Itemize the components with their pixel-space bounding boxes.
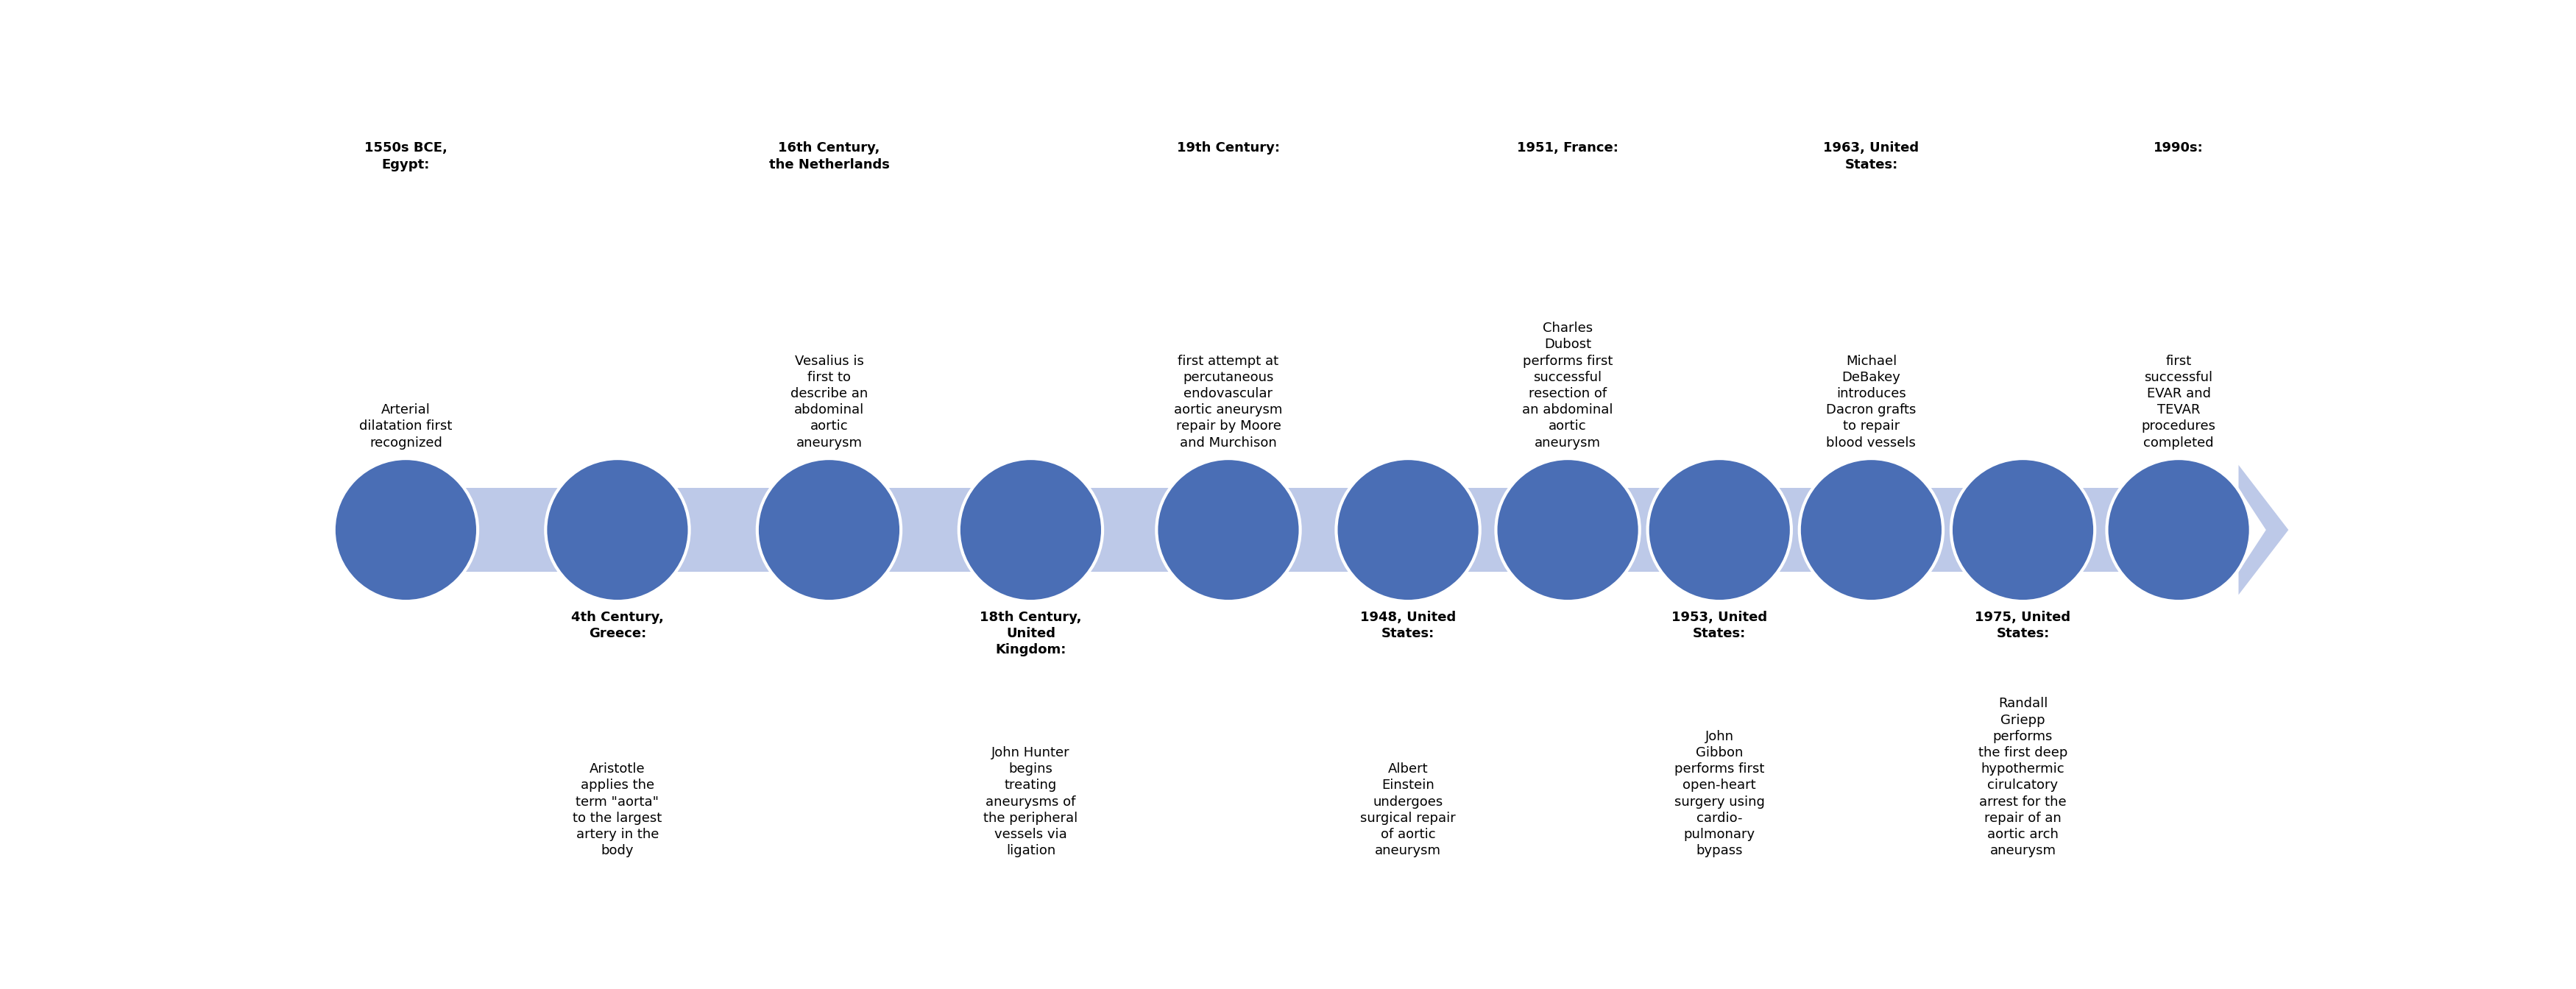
- Text: John
Gibbon
performs first
open-heart
surgery using
cardio-
pulmonary
bypass: John Gibbon performs first open-heart su…: [1674, 730, 1765, 857]
- Ellipse shape: [1337, 459, 1481, 601]
- Text: Charles
Dubost
performs first
successful
resection of
an abdominal
aortic
aneury: Charles Dubost performs first successful…: [1522, 321, 1613, 449]
- Text: 19th Century:: 19th Century:: [1177, 141, 1280, 154]
- Text: 18th Century,
United
Kingdom:: 18th Century, United Kingdom:: [979, 610, 1082, 657]
- Text: Michael
DeBakey
introduces
Dacron grafts
to repair
blood vessels: Michael DeBakey introduces Dacron grafts…: [1826, 354, 1917, 449]
- Text: Vesalius is
first to
describe an
abdominal
aortic
aneurysm: Vesalius is first to describe an abdomin…: [791, 354, 868, 449]
- Ellipse shape: [958, 459, 1103, 601]
- Text: John Hunter
begins
treating
aneurysms of
the peripheral
vessels via
ligation: John Hunter begins treating aneurysms of…: [984, 746, 1077, 857]
- Text: 1990s:: 1990s:: [2154, 141, 2202, 154]
- Polygon shape: [2239, 465, 2287, 594]
- Text: 1963, United
States:: 1963, United States:: [1824, 141, 1919, 171]
- Ellipse shape: [1950, 459, 2094, 601]
- Text: 1951, France:: 1951, France:: [1517, 141, 1618, 154]
- Text: Arterial
dilatation first
recognized: Arterial dilatation first recognized: [358, 404, 453, 449]
- Text: Randall
Griepp
performs
the first deep
hypothermic
cirulcatory
arrest for the
re: Randall Griepp performs the first deep h…: [1978, 697, 2069, 857]
- FancyBboxPatch shape: [358, 488, 2233, 572]
- Text: 1953, United
States:: 1953, United States:: [1672, 610, 1767, 640]
- Text: first
successful
EVAR and
TEVAR
procedures
completed: first successful EVAR and TEVAR procedur…: [2141, 354, 2215, 449]
- Text: Aristotle
applies the
term "aorta"
to the largest
artery in the
body: Aristotle applies the term "aorta" to th…: [572, 763, 662, 857]
- Ellipse shape: [757, 459, 902, 601]
- Text: Albert
Einstein
undergoes
surgical repair
of aortic
aneurysm: Albert Einstein undergoes surgical repai…: [1360, 763, 1455, 857]
- Ellipse shape: [1157, 459, 1301, 601]
- Ellipse shape: [335, 459, 477, 601]
- Ellipse shape: [1649, 459, 1790, 601]
- Text: 1975, United
States:: 1975, United States:: [1976, 610, 2071, 640]
- Text: 16th Century,
the Netherlands: 16th Century, the Netherlands: [768, 141, 889, 171]
- Text: first attempt at
percutaneous
endovascular
aortic aneurysm
repair by Moore
and M: first attempt at percutaneous endovascul…: [1175, 354, 1283, 449]
- Text: 1948, United
States:: 1948, United States:: [1360, 610, 1455, 640]
- Text: 1550s BCE,
Egypt:: 1550s BCE, Egypt:: [363, 141, 448, 171]
- Ellipse shape: [1497, 459, 1641, 601]
- Text: 4th Century,
Greece:: 4th Century, Greece:: [572, 610, 665, 640]
- Ellipse shape: [2107, 459, 2251, 601]
- Ellipse shape: [546, 459, 690, 601]
- Ellipse shape: [1798, 459, 1942, 601]
